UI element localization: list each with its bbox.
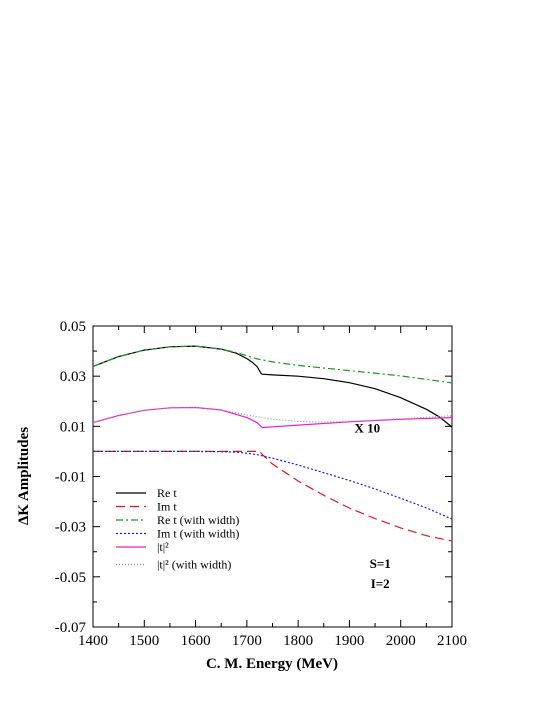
x-tick-label: 1400	[78, 633, 108, 649]
series-line-re-t	[92, 345, 453, 428]
y-tick-label: -0.03	[55, 520, 86, 536]
x-axis-title: C. M. Energy (MeV)	[206, 656, 338, 672]
x-tick-labels: 1400 1500 1600 1700 1800 1900 2000 2100	[78, 633, 467, 649]
axis-ticks	[92, 325, 453, 628]
x-tick-label: 2100	[437, 633, 467, 649]
annotation-label: I=2	[371, 576, 390, 591]
legend-label: Im t	[157, 500, 177, 514]
series-line-im-t	[93, 450, 453, 542]
series-line--t-with-width	[92, 406, 453, 424]
legend-label: |t|²	[157, 540, 169, 554]
annotation-label: X 10	[355, 421, 381, 436]
y-tick-label: 0.05	[60, 319, 86, 335]
x-tick-label: 1500	[129, 633, 159, 649]
legend: Re tIm tRe t (with width)Im t (with widt…	[116, 486, 239, 572]
y-tick-labels: -0.07 -0.05 -0.03 -0.01 0.01 0.03 0.05	[55, 319, 87, 636]
x-tick-label: 1700	[232, 633, 262, 649]
annotation-label: S=1	[370, 556, 391, 571]
y-tick-label: -0.01	[55, 470, 86, 486]
x-tick-label: 1800	[283, 633, 313, 649]
x-tick-label: 1900	[334, 633, 364, 649]
legend-label: Re t (with width)	[157, 513, 239, 527]
legend-label: Re t	[157, 486, 177, 500]
legend-label: Im t (with width)	[157, 527, 239, 541]
series-line--t	[92, 406, 453, 429]
legend-label: |t|² (with width)	[157, 558, 231, 572]
series-line-im-t-with-width	[93, 450, 453, 520]
series-layer	[92, 345, 453, 542]
y-tick-label: 0.03	[60, 369, 86, 385]
x-tick-label: 2000	[386, 633, 416, 649]
x-tick-label: 1600	[181, 633, 211, 649]
y-axis-title: ΔK Amplitudes	[16, 427, 32, 525]
y-tick-label: -0.05	[55, 570, 86, 586]
y-tick-label: -0.07	[55, 620, 87, 636]
annotations: X 10 S=1 I=2	[355, 421, 391, 592]
y-tick-label: 0.01	[60, 419, 86, 435]
plot-frame	[92, 325, 453, 628]
series-line-re-t-with-width	[92, 345, 453, 384]
